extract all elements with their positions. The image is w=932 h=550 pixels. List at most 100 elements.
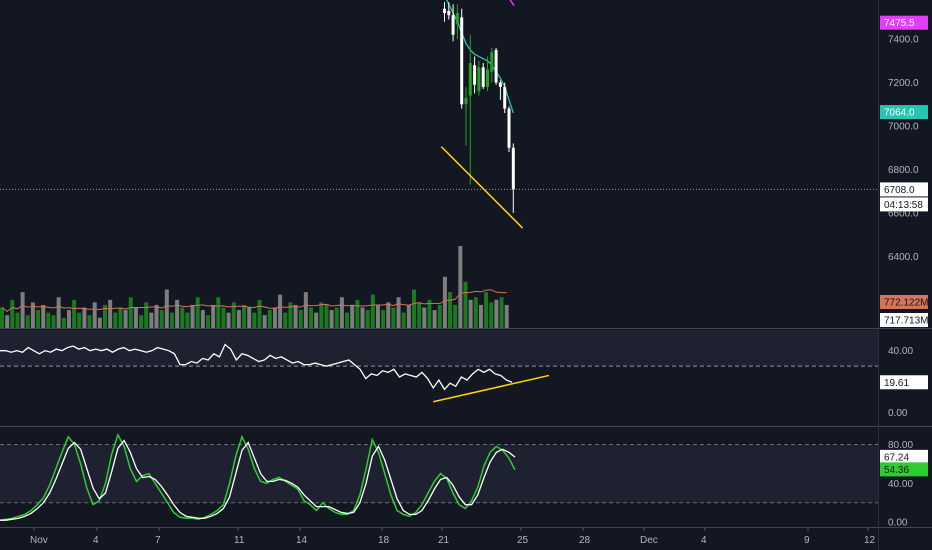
volume-bar — [504, 304, 509, 328]
stoch-pane[interactable] — [0, 432, 878, 521]
volume-bar — [108, 299, 113, 328]
price-tag: 6708.0 — [884, 185, 915, 196]
rsi-tag: 19.61 — [884, 378, 909, 389]
volume-bar — [164, 289, 169, 328]
volume-bar — [247, 307, 252, 328]
volume-bar — [20, 292, 25, 328]
candle-body — [473, 65, 477, 85]
candle-body — [447, 10, 451, 16]
price-axis[interactable]: 7400.07200.07000.06800.06600.06400.06200… — [888, 35, 919, 529]
rsi-tick-label: 40.00 — [888, 346, 913, 357]
volume-bar — [195, 297, 200, 328]
candle-body — [494, 49, 498, 83]
volume-bar — [391, 307, 396, 328]
volume-bar — [139, 315, 144, 328]
volume-bar — [386, 302, 391, 328]
stoch-tick-label: 0.00 — [888, 518, 908, 529]
volume-bar — [406, 304, 411, 328]
price-tick-label: 6800.0 — [888, 165, 919, 176]
rsi-band — [0, 330, 878, 367]
volume-bar — [236, 310, 241, 328]
volume-tag-bg — [880, 313, 928, 327]
volume-bar — [190, 304, 195, 328]
volume-bar — [453, 304, 458, 328]
volume-bar — [365, 310, 370, 328]
volume-bar — [463, 281, 468, 328]
time-tick-label: 12 — [864, 535, 876, 546]
volume-bar — [396, 297, 401, 328]
volume-bar — [473, 297, 478, 328]
volume-bar — [144, 302, 149, 328]
volume-bar — [432, 310, 437, 328]
price-tick-label: 6400.0 — [888, 252, 919, 263]
time-axis[interactable]: Nov 4 7 11 14 18 21 25 28 Dec 4 9 12 — [30, 528, 876, 546]
volume-bar — [175, 299, 180, 328]
volume-bar — [185, 312, 190, 328]
stoch-k-tag-bg — [880, 462, 928, 477]
volume-bar — [329, 310, 334, 328]
rsi-tick-label: 0.00 — [888, 408, 908, 419]
volume-bar — [298, 310, 303, 328]
price-tick-label: 6600.0 — [888, 208, 919, 219]
candle-body — [468, 62, 472, 96]
price-tag-bg — [880, 15, 928, 30]
time-tick-label: 18 — [378, 535, 390, 546]
candle-body — [455, 13, 459, 24]
countdown-label: 04:13:58 — [884, 200, 923, 211]
stoch-d-tag-bg — [880, 449, 928, 464]
volume-bar — [272, 307, 277, 328]
candle-body — [460, 17, 464, 105]
volume-bar — [5, 315, 10, 328]
price-tick-label: 7200.0 — [888, 78, 919, 89]
volume-bar — [448, 292, 453, 328]
candle-body — [511, 147, 515, 190]
volume-bar — [206, 315, 210, 328]
volume-bar — [159, 310, 164, 328]
volume-bar — [319, 302, 324, 328]
stoch-d-line — [0, 439, 516, 521]
volume-bar — [303, 292, 308, 328]
time-tick-label: 4 — [701, 535, 707, 546]
volume-bar — [370, 294, 375, 328]
volume-bar — [92, 302, 97, 328]
volume-bar — [401, 312, 406, 328]
volume-bar — [252, 312, 257, 328]
volume-tag: 717.713M — [884, 316, 928, 327]
volume-bar — [437, 304, 442, 328]
volume-bar — [427, 299, 432, 328]
rsi-trendline — [432, 374, 550, 403]
volume-bar — [216, 297, 221, 328]
candle-body — [481, 67, 485, 87]
volume-bar — [82, 307, 87, 328]
volume-bar — [278, 294, 283, 328]
candle-body — [464, 97, 468, 105]
price-pane[interactable] — [0, 0, 878, 229]
volume-bar — [169, 312, 174, 328]
volume-bar — [113, 312, 118, 328]
volume-ma-tag: 772.122M — [884, 298, 928, 309]
volume-bar — [309, 307, 313, 328]
volume-bar — [87, 315, 92, 328]
volume-bar — [412, 289, 416, 328]
price-tick-label: 7000.0 — [888, 121, 919, 132]
volume-bar — [324, 304, 329, 328]
volume-bar — [350, 304, 355, 328]
volume-bar — [66, 310, 71, 328]
time-tick-label: Dec — [640, 535, 658, 546]
rsi-pane[interactable] — [0, 330, 878, 403]
price-tag: 7475.5 — [884, 18, 915, 29]
time-tick-label: 14 — [296, 535, 308, 546]
volume-bar — [36, 310, 41, 328]
volume-bar — [10, 299, 15, 328]
price-tag-bg — [880, 105, 928, 120]
volume-bar — [30, 302, 35, 328]
time-tick-label: 4 — [93, 535, 99, 546]
volume-bar — [221, 307, 226, 328]
volume-bar — [118, 307, 123, 328]
volume-bar — [339, 297, 344, 328]
volume-bar — [381, 310, 386, 328]
time-tick-label: 25 — [517, 535, 529, 546]
volume-bar — [180, 307, 185, 328]
volume-bar — [46, 312, 51, 328]
